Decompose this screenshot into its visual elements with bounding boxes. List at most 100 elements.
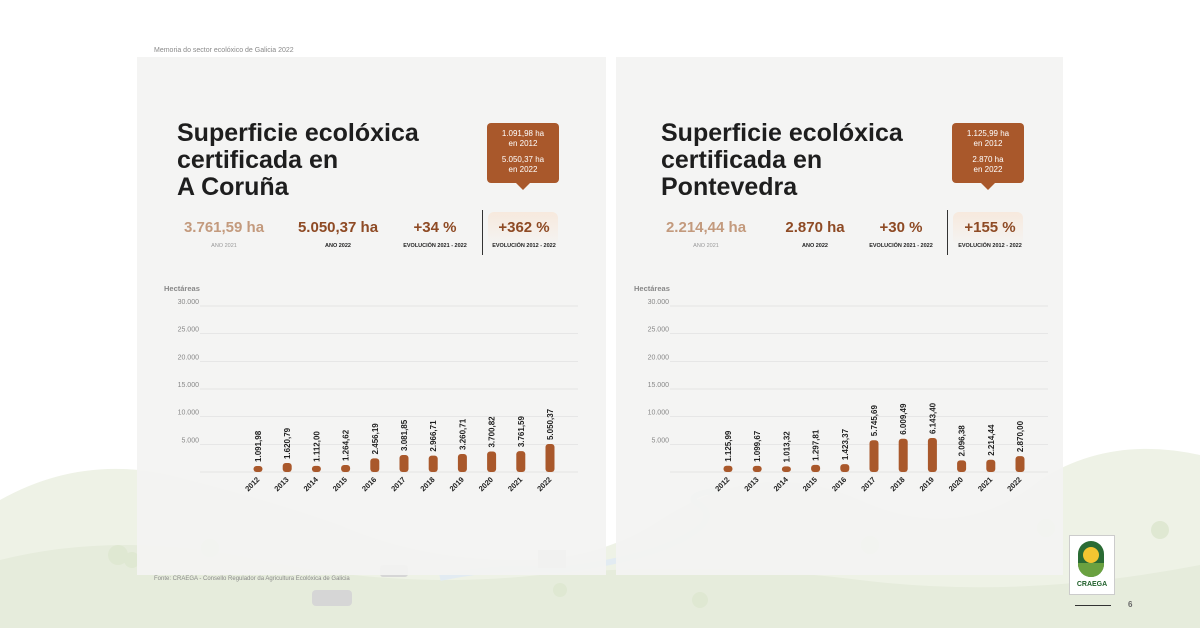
right-callout-line-1: 1.125,99 ha [966,129,1010,138]
left-callout-tail [516,183,530,190]
x-tick-label: 2016 [360,475,378,493]
left-kpi-evolution-2021-2022: +34 % EVOLUCIÓN 2021 - 2022 [398,219,472,250]
bar [811,464,821,472]
bar-value-label: 2.214,44 [987,424,996,456]
left-callout-line-4: en 2022 [508,165,538,174]
right-callout-line-3: 2.870 ha [972,155,1004,164]
x-tick-label: 2019 [448,475,466,493]
x-tick-label: 2021 [506,475,524,493]
right-kpi-evolution-2012-2022: +155 % EVOLUCIÓN 2012 - 2022 [953,219,1027,250]
x-tick-label: 2019 [918,475,936,493]
y-tick-label: 10.000 [648,410,670,417]
x-tick-label: 2022 [1005,475,1023,493]
right-kpi-evolution-2012-2022-value: +155 % [964,219,1016,236]
bar [986,459,996,472]
y-tick-label: 5.000 [651,437,669,444]
left-callout: 1.091,98 ha en 2012 5.050,37 ha en 2022 [487,123,559,190]
bar [752,465,762,472]
x-tick-label: 2014 [772,474,791,493]
left-callout-line-2: en 2012 [508,139,538,148]
right-kpi-2021: 2.214,44 ha ANO 2021 [658,219,754,250]
right-kpi-highlight [953,212,1023,246]
bar-value-label: 6.009,49 [899,403,908,435]
y-tick-label: 10.000 [178,410,200,417]
right-kpi-2022-label: ANO 2022 [802,243,828,249]
bar [957,460,967,472]
bar-value-label: 6.143,40 [928,402,937,434]
bar-value-label: 5.050,37 [546,408,555,440]
right-title-line-1: Superficie ecolóxica [661,119,903,147]
right-panel-title: Superficie ecolóxica certificada en Pont… [661,120,903,201]
document-title: Memoria do sector ecolóxico de Galicia 2… [154,47,294,54]
bar [869,440,879,472]
x-tick-label: 2012 [713,475,731,493]
bar [516,451,526,472]
y-axis-label: Hectáreas [164,284,200,293]
right-kpi-evolution-2012-2022-label: EVOLUCIÓN 2012 - 2022 [958,243,1022,249]
bar [723,465,733,472]
x-tick-label: 2022 [535,475,553,493]
left-kpi-2021: 3.761,59 ha ANO 2021 [176,219,272,250]
left-title-line-2: certificada en [177,146,339,174]
logo-underline [1075,605,1111,606]
bar-value-label: 1.423,37 [841,428,850,460]
left-kpi-evolution-2021-2022-value: +34 % [413,219,457,236]
bar [840,464,850,472]
right-callout-tail [981,183,995,190]
page-number: 6 [1128,600,1133,609]
left-kpi-divider [482,210,483,255]
bar-value-label: 5.745,69 [870,405,879,437]
bar-value-label: 1.620,79 [283,427,292,459]
y-tick-label: 25.000 [648,327,670,334]
logo-emblem-icon [1078,541,1104,577]
bar [253,465,263,472]
y-tick-label: 15.000 [178,382,200,389]
y-axis-label: Hectáreas [634,284,670,293]
bar [399,454,409,472]
left-title-line-3: A Coruña [177,173,289,201]
left-kpi-2022-label: ANO 2022 [325,243,351,249]
y-tick-label: 30.000 [648,299,670,306]
left-callout-line-1: 1.091,98 ha [501,129,545,138]
x-tick-label: 2018 [888,475,906,493]
left-kpi-2021-value: 3.761,59 ha [183,219,265,236]
y-tick-label: 5.000 [181,437,199,444]
bar-value-label: 3.761,59 [517,415,526,447]
right-kpi-2022-value: 2.870 ha [785,219,845,236]
craega-logo: CRAEGA [1069,535,1115,595]
bar-value-label: 3.260,71 [458,418,467,450]
right-title-line-2: certificada en [661,146,823,174]
bar-value-label: 2.456,19 [371,423,380,455]
y-tick-label: 20.000 [178,354,200,361]
left-kpi-2021-label: ANO 2021 [211,243,237,249]
right-kpi-evolution-2021-2022-label: EVOLUCIÓN 2021 - 2022 [869,243,933,249]
left-kpi-evolution-2021-2022-label: EVOLUCIÓN 2021 - 2022 [403,243,467,249]
right-title-line-3: Pontevedra [661,173,798,201]
chart-pontevedra: Hectáreas 5.000 10.000 15.000 20.000 25.000 30… [634,284,1048,493]
bar [311,465,321,472]
bar [487,451,497,472]
left-kpi-evolution-2012-2022-label: EVOLUCIÓN 2012 - 2022 [492,243,556,249]
x-tick-label: 2012 [243,475,261,493]
bar-value-label: 1.112,00 [312,431,321,462]
x-tick-label: 2016 [830,475,848,493]
left-kpi-2022-value: 5.050,37 ha [297,219,379,236]
x-tick-label: 2015 [801,475,819,493]
bar-value-label: 3.700,82 [488,416,497,448]
bar-value-label: 1.264,62 [342,429,351,461]
bar-value-label: 1.125,99 [724,430,733,462]
bar-value-label: 2.966,71 [429,420,438,452]
x-tick-label: 2017 [859,475,877,493]
bar-value-label: 2.870,00 [1016,420,1025,452]
left-kpi-evolution-2012-2022: +362 % EVOLUCIÓN 2012 - 2022 [487,219,561,250]
bar [898,438,908,472]
bar-value-label: 2.096,38 [958,425,967,457]
bar [927,438,937,472]
left-kpi-2022: 5.050,37 ha ANO 2022 [290,219,386,250]
x-tick-label: 2017 [389,475,407,493]
right-callout: 1.125,99 ha en 2012 2.870 ha en 2022 [952,123,1024,190]
y-tick-label: 30.000 [178,299,200,306]
bar [370,458,380,472]
source-note: Fonte: CRAEGA - Consello Regulador da Ag… [154,576,350,582]
x-tick-label: 2014 [302,474,321,493]
